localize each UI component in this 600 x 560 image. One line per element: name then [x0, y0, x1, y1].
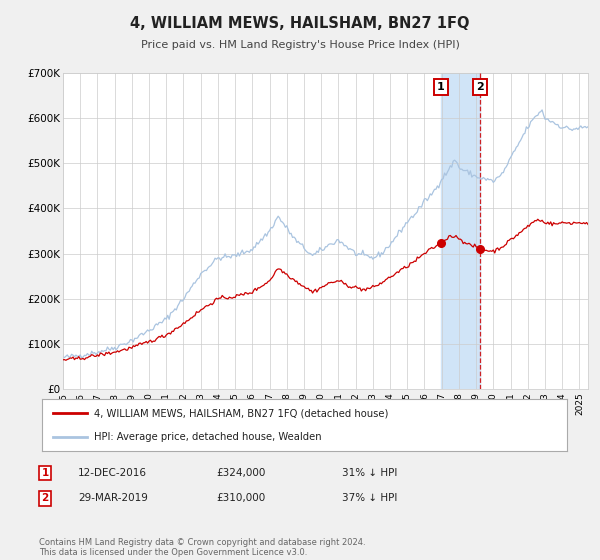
Text: 29-MAR-2019: 29-MAR-2019: [78, 493, 148, 503]
Text: 12-DEC-2016: 12-DEC-2016: [78, 468, 147, 478]
Text: 4, WILLIAM MEWS, HAILSHAM, BN27 1FQ (detached house): 4, WILLIAM MEWS, HAILSHAM, BN27 1FQ (det…: [95, 408, 389, 418]
Text: Contains HM Land Registry data © Crown copyright and database right 2024.
This d: Contains HM Land Registry data © Crown c…: [39, 538, 365, 557]
Bar: [441, 73, 481, 389]
Text: 37% ↓ HPI: 37% ↓ HPI: [342, 493, 397, 503]
Text: £310,000: £310,000: [216, 493, 265, 503]
Text: 4, WILLIAM MEWS, HAILSHAM, BN27 1FQ: 4, WILLIAM MEWS, HAILSHAM, BN27 1FQ: [130, 16, 470, 31]
Text: 2: 2: [476, 82, 484, 92]
Text: £324,000: £324,000: [216, 468, 265, 478]
Text: 1: 1: [41, 468, 49, 478]
Text: 31% ↓ HPI: 31% ↓ HPI: [342, 468, 397, 478]
Text: Price paid vs. HM Land Registry's House Price Index (HPI): Price paid vs. HM Land Registry's House …: [140, 40, 460, 50]
Text: 2: 2: [41, 493, 49, 503]
Text: HPI: Average price, detached house, Wealden: HPI: Average price, detached house, Weal…: [95, 432, 322, 442]
Text: 1: 1: [437, 82, 445, 92]
